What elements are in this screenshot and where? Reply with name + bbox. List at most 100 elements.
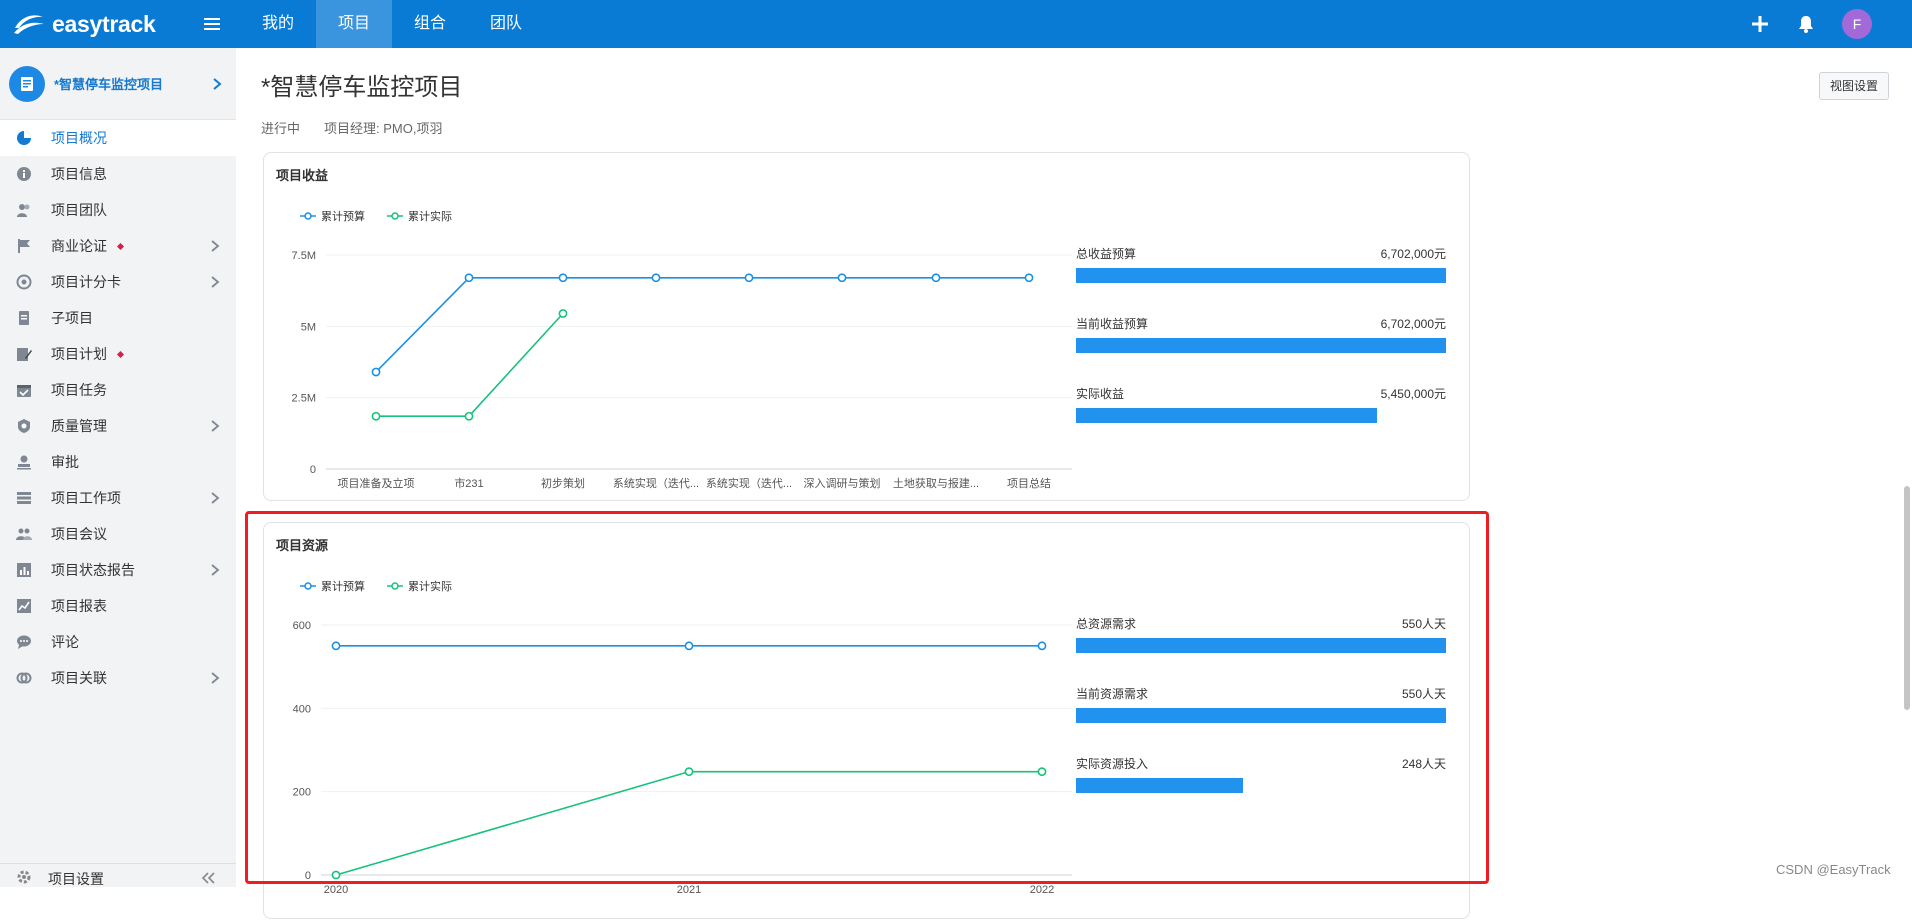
comment-icon xyxy=(17,635,31,649)
project-manager: 项目经理: PMO,项羽 xyxy=(324,118,442,137)
sidebar-item[interactable]: 项目任务 xyxy=(0,372,236,408)
legend-actual[interactable]: 累计实际 xyxy=(387,578,452,594)
sidebar-item-label: 项目状态报告 xyxy=(51,562,135,578)
metric-value: 550人天 xyxy=(1401,617,1446,631)
hamburger-icon[interactable] xyxy=(202,14,222,34)
chevron-right-icon[interactable] xyxy=(212,77,222,91)
top-actions: F xyxy=(1750,8,1872,40)
watermark: CSDN @EasyTrack xyxy=(1776,862,1891,877)
project-meta: 进行中 项目经理: PMO,项羽 xyxy=(261,118,443,137)
alert-dot-icon xyxy=(116,350,125,359)
gear-icon xyxy=(17,870,31,884)
x-tick-label: 初步策划 xyxy=(541,476,585,490)
legend-budget[interactable]: 累计预算 xyxy=(300,578,365,594)
nav-portfolio[interactable]: 组合 xyxy=(414,15,447,32)
chevron-right-icon[interactable] xyxy=(210,239,220,253)
project-manager-label: 项目经理: xyxy=(324,121,380,136)
metric-item: 当前收益预算 6,702,000元 xyxy=(1076,315,1446,373)
page-scrollbar[interactable] xyxy=(1904,486,1910,710)
data-point xyxy=(371,367,381,377)
top-navigation-bar: easytrack 我的 项目 组合 团队 F xyxy=(0,0,1912,48)
x-tick-label: 2020 xyxy=(324,884,348,896)
bar-report-icon xyxy=(17,563,31,577)
data-point xyxy=(1037,767,1047,777)
user-avatar[interactable]: F xyxy=(1842,9,1872,39)
metric-value: 6,702,000元 xyxy=(1380,247,1446,261)
legend-actual[interactable]: 累计实际 xyxy=(387,208,452,224)
sidebar-item[interactable]: 项目计分卡 xyxy=(0,264,236,300)
sidebar-item-label: 项目概况 xyxy=(51,130,107,146)
metric-value: 550人天 xyxy=(1401,687,1446,701)
resource-card-title: 项目资源 xyxy=(276,538,329,553)
chevron-right-icon[interactable] xyxy=(210,491,220,505)
data-point xyxy=(558,273,568,283)
view-settings-button[interactable]: 视图设置 xyxy=(1819,72,1889,100)
data-point xyxy=(837,273,847,283)
stamp-icon xyxy=(17,455,31,470)
sidebar-footer[interactable]: 项目设置 xyxy=(0,863,236,887)
metric-label: 实际资源投入 xyxy=(1076,757,1149,771)
chevron-right-icon[interactable] xyxy=(210,419,220,433)
sidebar-item[interactable]: 项目概况 xyxy=(0,120,236,156)
plus-icon[interactable] xyxy=(1750,14,1770,34)
sidebar-item[interactable]: 审批 xyxy=(0,444,236,480)
data-point xyxy=(558,309,568,318)
sidebar-item[interactable]: 项目信息 xyxy=(0,156,236,192)
sidebar-item-label: 项目任务 xyxy=(51,382,107,398)
x-tick-label: 2021 xyxy=(677,884,701,896)
sidebar-item-label: 项目团队 xyxy=(51,202,107,218)
legend-budget[interactable]: 累计预算 xyxy=(300,208,365,224)
project-status: 进行中 xyxy=(261,121,301,136)
resource-card: 项目资源 累计预算 累计实际 0 200 400 600 2020 2021 2022 总资… xyxy=(263,522,1470,919)
y-tick-label: 2.5M xyxy=(292,393,316,405)
metric-item: 实际资源投入 248人天 xyxy=(1076,755,1446,813)
data-point xyxy=(684,641,694,651)
chevron-right-icon[interactable] xyxy=(210,671,220,685)
data-point xyxy=(651,273,661,283)
x-tick-label: 市231 xyxy=(454,476,483,490)
sidebar-item[interactable]: 项目关联 xyxy=(0,660,236,696)
sidebar-item[interactable]: 评论 xyxy=(0,624,236,660)
data-point xyxy=(1037,641,1047,651)
data-point xyxy=(931,273,941,283)
metric-item: 实际收益 5,450,000元 xyxy=(1076,385,1446,443)
x-tick-label: 深入调研与策划 xyxy=(804,476,881,490)
easytrack-logo-icon xyxy=(14,15,44,34)
revenue-card: 项目收益 累计预算 累计实际 0 2.5M 5M 7.5M 项目准备及立项 市231 初步策… xyxy=(263,152,1470,501)
y-tick-label: 400 xyxy=(293,703,311,715)
sidebar-item[interactable]: 项目团队 xyxy=(0,192,236,228)
project-name: *智慧停车监控项目 xyxy=(54,77,164,92)
sidebar-item-label: 项目计划 xyxy=(51,346,107,362)
sidebar-item[interactable]: 商业论证 xyxy=(0,228,236,264)
sidebar-item[interactable]: 质量管理 xyxy=(0,408,236,444)
sidebar: *智慧停车监控项目 项目概况项目信息项目团队商业论证 项目计分卡 子项目项目计划项目… xyxy=(0,48,236,887)
document-icon xyxy=(19,311,29,325)
metric-label: 总资源需求 xyxy=(1076,617,1137,631)
legend-budget-label: 累计预算 xyxy=(321,581,365,593)
brand-logo[interactable]: easytrack xyxy=(12,8,156,40)
bell-icon[interactable] xyxy=(1796,14,1816,34)
sidebar-item[interactable]: 项目会议 xyxy=(0,516,236,552)
sidebar-item-label: 评论 xyxy=(51,634,79,650)
nav-my[interactable]: 我的 xyxy=(262,15,295,32)
metric-progress-bar xyxy=(1076,408,1377,423)
sidebar-item[interactable]: 子项目 xyxy=(0,300,236,336)
sidebar-item-label: 审批 xyxy=(51,454,79,470)
sidebar-item[interactable]: 项目状态报告 xyxy=(0,552,236,588)
legend-budget-label: 累计预算 xyxy=(321,211,365,223)
metric-progress-bar xyxy=(1076,638,1446,653)
team-icon xyxy=(17,204,30,217)
sidebar-item[interactable]: 项目计划 xyxy=(0,336,236,372)
metric-label: 当前收益预算 xyxy=(1076,317,1149,331)
sidebar-item[interactable]: 项目工作项 xyxy=(0,480,236,516)
metric-value: 248人天 xyxy=(1401,757,1446,771)
chevron-right-icon[interactable] xyxy=(210,275,220,289)
sidebar-item[interactable]: 项目报表 xyxy=(0,588,236,624)
project-switcher[interactable]: *智慧停车监控项目 xyxy=(0,48,236,120)
project-logo xyxy=(9,65,45,102)
nav-projects[interactable]: 项目 xyxy=(316,0,393,48)
nav-team[interactable]: 团队 xyxy=(490,15,523,32)
alert-dot-icon xyxy=(116,242,125,251)
chevron-right-icon[interactable] xyxy=(210,563,220,577)
double-chevron-left-icon[interactable] xyxy=(200,872,216,884)
